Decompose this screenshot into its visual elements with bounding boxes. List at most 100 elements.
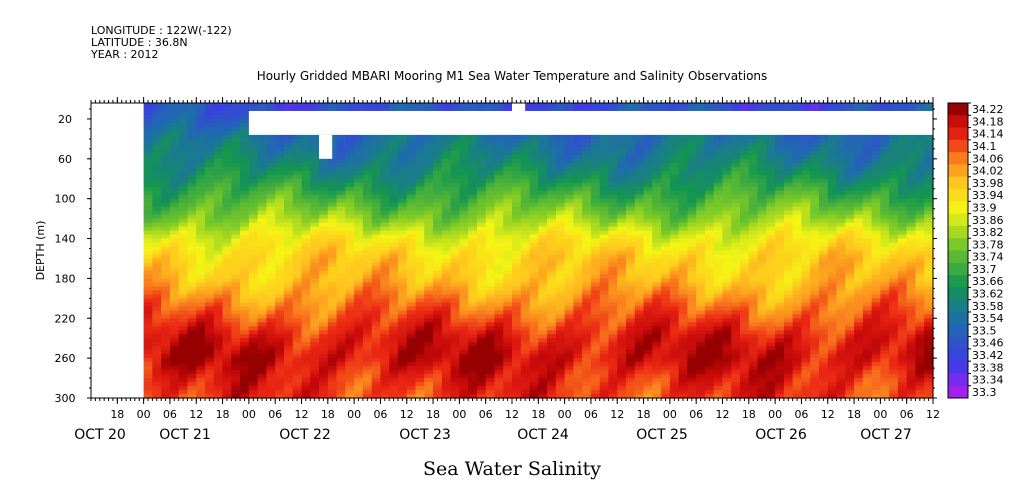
heatmap-cell xyxy=(590,278,601,283)
heatmap-cell xyxy=(292,103,303,108)
heatmap-cell xyxy=(433,262,443,268)
heatmap-cell xyxy=(380,154,390,160)
heatmap-cell xyxy=(406,278,417,283)
heatmap-cell xyxy=(678,242,689,248)
heatmap-cell xyxy=(345,190,355,196)
heatmap-cell xyxy=(450,214,460,220)
heatmap-cell xyxy=(354,362,364,367)
heatmap-cell xyxy=(205,206,215,212)
heatmap-cell xyxy=(362,294,373,299)
heatmap-cell xyxy=(205,166,215,172)
heatmap-cell xyxy=(424,170,434,176)
heatmap-cell xyxy=(512,306,522,311)
heatmap-cell xyxy=(301,302,311,307)
heatmap-cell xyxy=(266,182,276,188)
heatmap-cell xyxy=(196,366,206,371)
heatmap-cell xyxy=(257,306,268,311)
heatmap-cell xyxy=(292,174,303,180)
heatmap-cell xyxy=(248,318,259,323)
heatmap-cell xyxy=(450,138,460,144)
heatmap-cell xyxy=(696,178,706,184)
heatmap-cell xyxy=(222,298,232,303)
heatmap-cell xyxy=(441,174,452,180)
heatmap-cell xyxy=(371,222,382,228)
heatmap-cell xyxy=(626,170,636,176)
heatmap-cell xyxy=(713,350,724,355)
heatmap-cell xyxy=(485,106,496,112)
heatmap-cell xyxy=(468,306,478,311)
heatmap-cell xyxy=(476,286,487,291)
heatmap-cell xyxy=(468,278,478,283)
heatmap-cell xyxy=(161,354,171,359)
heatmap-cell xyxy=(696,150,706,156)
heatmap-cell xyxy=(652,394,662,399)
heatmap-cell xyxy=(240,334,250,339)
heatmap-cell xyxy=(626,278,636,283)
heatmap-cell xyxy=(196,378,206,383)
heatmap-cell xyxy=(582,326,592,331)
heatmap-cell xyxy=(608,370,618,375)
heatmap-cell xyxy=(319,370,329,375)
heatmap-cell xyxy=(371,210,382,216)
heatmap-cell xyxy=(310,106,320,112)
heatmap-cell xyxy=(354,174,364,180)
heatmap-cell xyxy=(599,326,610,331)
heatmap-cell xyxy=(520,338,531,343)
heatmap-cell xyxy=(450,298,460,303)
heatmap-cell xyxy=(143,178,153,184)
heatmap-cell xyxy=(696,234,706,240)
heatmap-cell xyxy=(187,334,197,339)
heatmap-cell xyxy=(520,298,531,303)
heatmap-cell xyxy=(529,138,539,144)
heatmap-cell xyxy=(704,354,715,359)
heatmap-cell xyxy=(547,314,557,319)
heatmap-cell xyxy=(196,262,206,268)
heatmap-cell xyxy=(441,146,452,152)
heatmap-cell xyxy=(213,130,224,136)
heatmap-cell xyxy=(626,374,636,379)
heatmap-cell xyxy=(178,234,189,240)
heatmap-cell xyxy=(354,290,364,295)
heatmap-cell xyxy=(643,350,653,355)
heatmap-cell xyxy=(196,130,206,136)
heatmap-cell xyxy=(529,270,539,276)
heatmap-cell xyxy=(397,166,408,172)
heatmap-cell xyxy=(485,390,496,395)
heatmap-cell xyxy=(248,298,259,303)
heatmap-cell xyxy=(652,170,662,176)
heatmap-cell xyxy=(310,310,320,315)
heatmap-cell xyxy=(722,146,732,152)
heatmap-cell xyxy=(310,250,320,256)
heatmap-cell xyxy=(248,134,259,140)
heatmap-cell xyxy=(731,222,741,228)
heatmap-cell xyxy=(704,246,715,252)
heatmap-cell xyxy=(634,226,645,232)
heatmap-cell xyxy=(538,306,548,311)
heatmap-cell xyxy=(336,374,346,379)
heatmap-cell xyxy=(547,254,557,260)
heatmap-cell xyxy=(555,346,566,351)
heatmap-cell xyxy=(634,286,645,291)
heatmap-cell xyxy=(599,142,610,148)
heatmap-cell xyxy=(424,382,434,387)
heatmap-cell xyxy=(161,138,171,144)
heatmap-cell xyxy=(485,162,496,168)
heatmap-cell xyxy=(599,322,610,327)
heatmap-cell xyxy=(538,106,548,112)
heatmap-cell xyxy=(547,322,557,327)
heatmap-cell xyxy=(468,322,478,327)
heatmap-cell xyxy=(573,170,583,176)
heatmap-cell xyxy=(661,330,671,335)
heatmap-cell xyxy=(538,310,548,315)
heatmap-cell xyxy=(529,250,539,256)
heatmap-cell xyxy=(231,130,241,136)
heatmap-cell xyxy=(389,206,399,212)
heatmap-cell xyxy=(362,174,373,180)
heatmap-cell xyxy=(213,302,224,307)
heatmap-cell xyxy=(573,174,583,180)
heatmap-cell xyxy=(634,266,645,272)
heatmap-cell xyxy=(319,210,329,216)
heatmap-cell xyxy=(213,350,224,355)
heatmap-cell xyxy=(704,222,715,228)
heatmap-cell xyxy=(494,314,504,319)
